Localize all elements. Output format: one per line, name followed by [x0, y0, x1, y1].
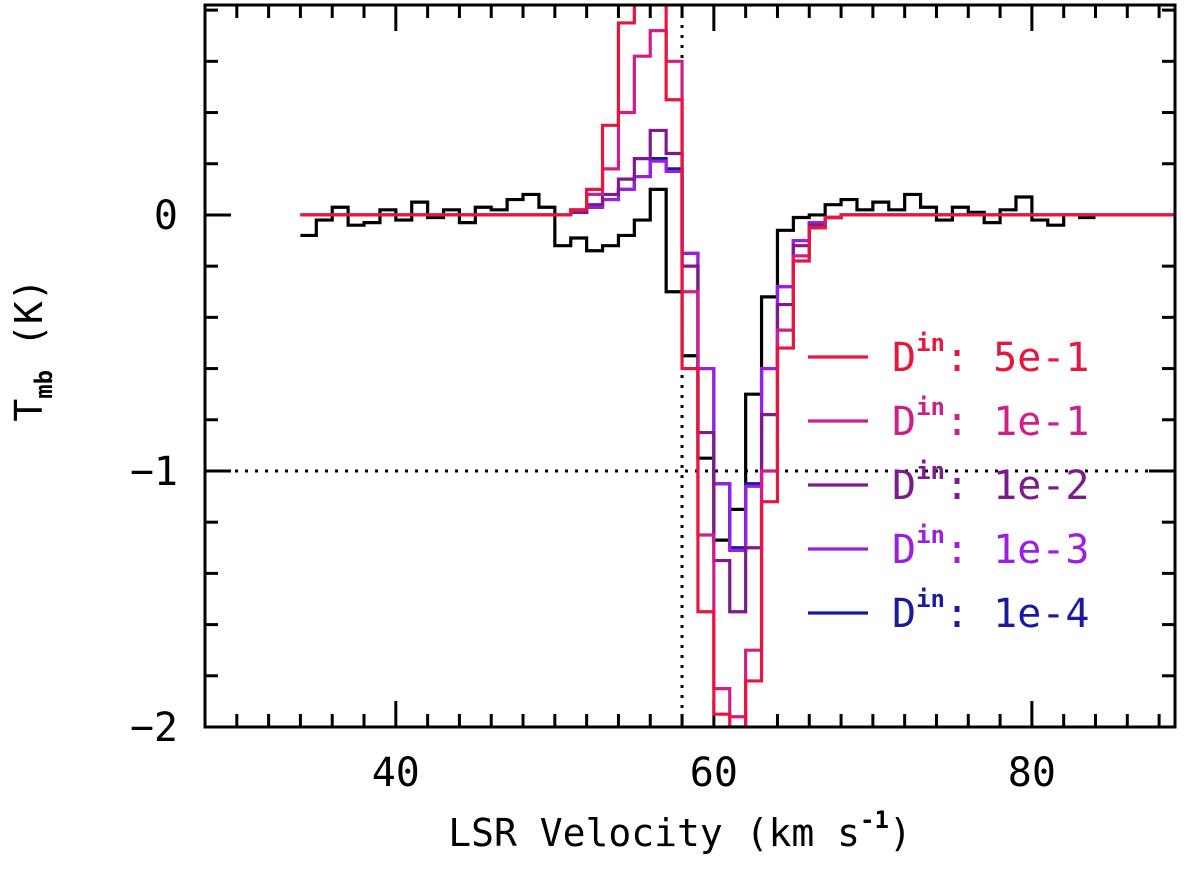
- legend-label: Din: 1e-1: [892, 393, 1090, 445]
- x-axis-title: LSR Velocity (km s-1): [448, 806, 912, 855]
- x-tick-label: 80: [1008, 750, 1056, 796]
- legend-label: Din: 1e-2: [892, 457, 1090, 509]
- y-tick-label: 0: [154, 193, 178, 239]
- y-tick-label: −1: [130, 449, 178, 495]
- x-tick-label: 60: [690, 750, 738, 796]
- legend-label: Din: 1e-4: [892, 585, 1090, 637]
- legend-label: Din: 1e-3: [892, 521, 1090, 573]
- minor-ticks: [205, 5, 1175, 727]
- plot-frame: [203, 3, 1177, 729]
- y-tick-label: −2: [130, 705, 178, 751]
- legend-label: Din: 5e-1: [892, 329, 1090, 381]
- y-tick-labels: 0 −1 −2: [130, 193, 178, 751]
- x-tick-labels: 40 60 80: [372, 750, 1056, 796]
- series-layer: [300, 5, 1175, 727]
- x-tick-label: 40: [372, 750, 420, 796]
- legend: Din: 5e-1 Din: 1e-1 Din: 1e-2 Din: 1e-3 Din:…: [808, 329, 1090, 637]
- model-series-line-5: [300, 5, 1175, 727]
- y-axis-title: Tmb (K): [7, 278, 58, 421]
